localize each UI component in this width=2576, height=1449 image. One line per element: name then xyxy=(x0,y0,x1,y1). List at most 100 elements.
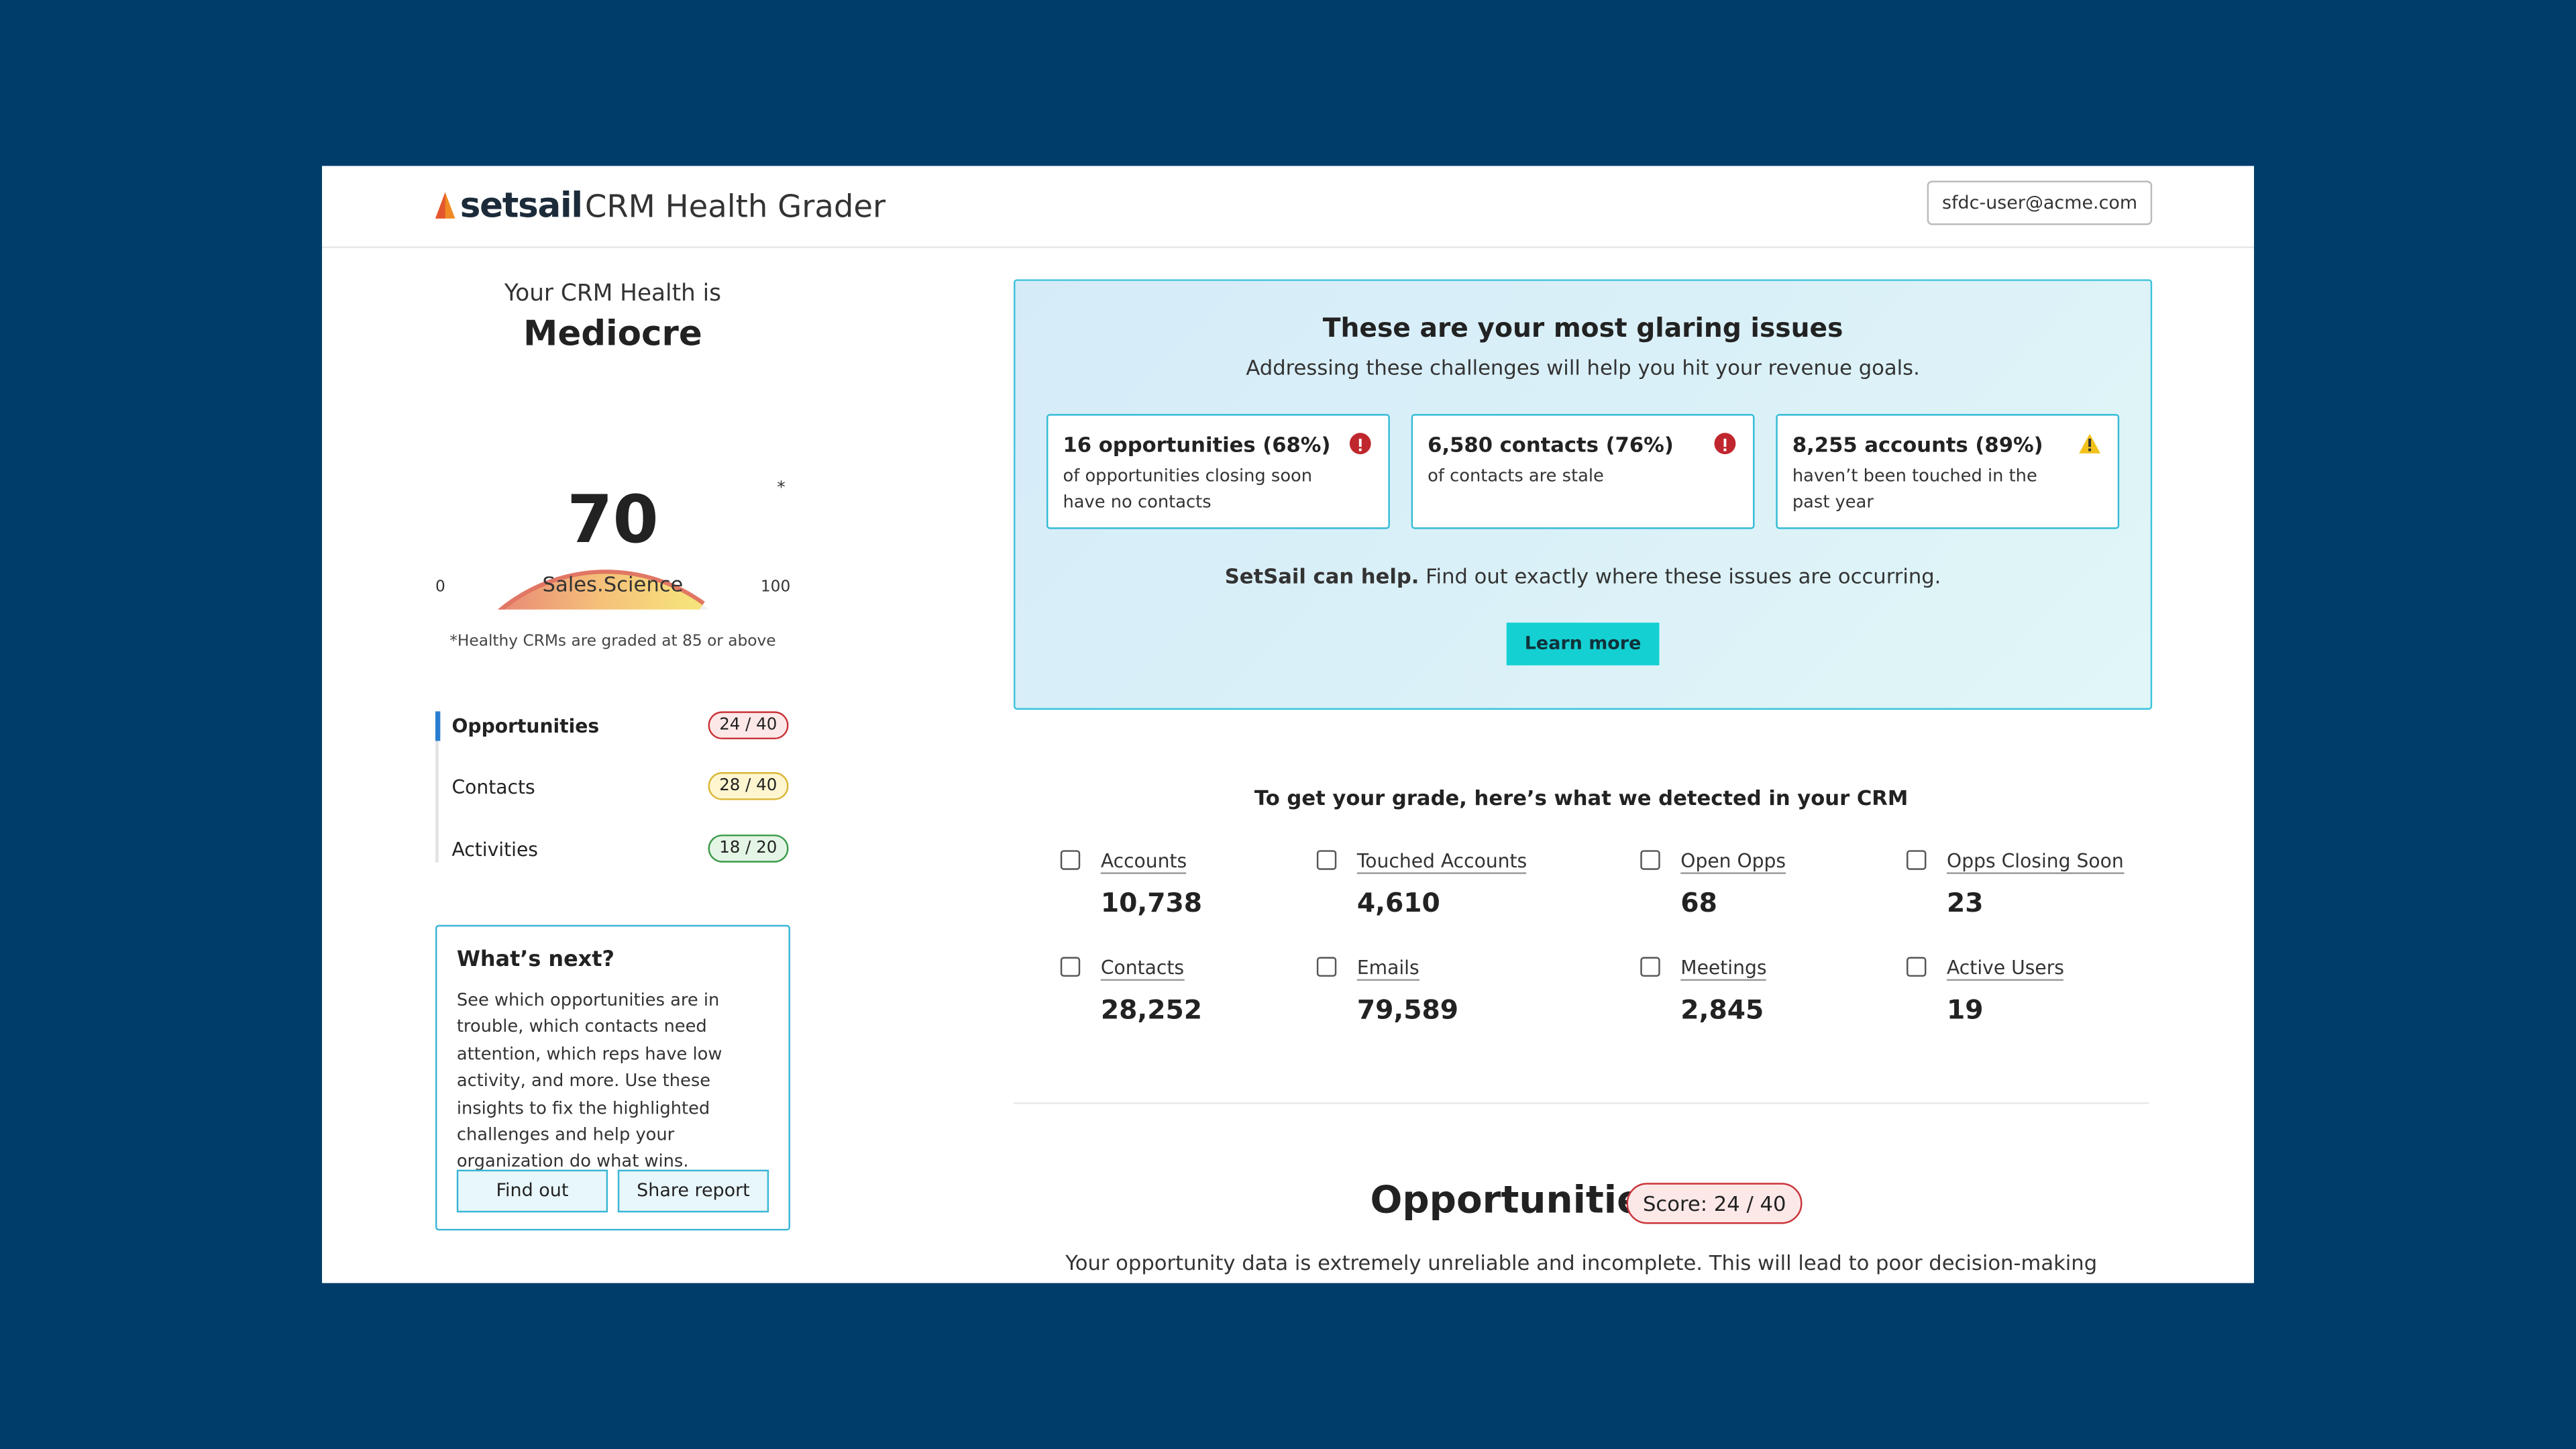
stat-label: Meetings xyxy=(1680,956,1767,981)
stat: Accounts 10,738 xyxy=(1060,848,1306,930)
stat: Active Users 19 xyxy=(1906,955,2152,1036)
divider xyxy=(1014,1102,2149,1104)
stat-icon xyxy=(1907,850,1927,870)
stat: Touched Accounts 4,610 xyxy=(1316,848,1562,930)
gauge-marker: * xyxy=(777,480,786,498)
issue-card: 6,580 contacts (76%) of contacts are stal… xyxy=(1411,414,1755,529)
issue-icon xyxy=(1349,433,1371,455)
stat-label: Active Users xyxy=(1947,956,2064,981)
help-bold: SetSail can help. xyxy=(1224,564,1419,588)
tab-label: Opportunities xyxy=(451,714,600,738)
icon-bang xyxy=(1358,438,1362,447)
stat: Contacts 28,252 xyxy=(1060,955,1306,1036)
stat-icon xyxy=(1640,957,1660,977)
find-out-button[interactable]: Find out xyxy=(456,1169,608,1213)
tab-score: 18 / 20 xyxy=(708,835,789,863)
tab[interactable]: Contacts 28 / 40 xyxy=(437,764,789,813)
issue-icon xyxy=(2079,433,2101,453)
stat-value: 68 xyxy=(1680,887,1717,918)
issue-headline: 8,255 accounts (89%) xyxy=(1792,432,2043,457)
section-score: Score: 24 / 40 xyxy=(1626,1183,1803,1224)
icon-dot xyxy=(2088,448,2092,451)
stat-value: 19 xyxy=(1947,994,1984,1026)
gauge-score: 70 xyxy=(567,483,659,559)
issue-card: 8,255 accounts (89%) haven’t been touched… xyxy=(1776,414,2120,529)
stat-value: 4,610 xyxy=(1356,887,1440,918)
header: setsail CRM Health Grader sfdc-user@acme… xyxy=(322,166,2255,248)
gauge-source: Sales.Science xyxy=(542,572,684,596)
share-report-button[interactable]: Share report xyxy=(617,1169,769,1213)
app-window: setsail CRM Health Grader sfdc-user@acme… xyxy=(322,166,2255,1283)
user-button[interactable]: sfdc-user@acme.com xyxy=(1927,180,2153,225)
logo-sail xyxy=(435,192,455,219)
gauge-min: 0 xyxy=(435,578,445,596)
stat-value: 2,845 xyxy=(1680,994,1764,1026)
tab[interactable]: Opportunities 24 / 40 xyxy=(437,703,789,752)
tab-score: 28 / 40 xyxy=(708,772,789,800)
health-note: *Healthy CRMs are graded at 85 or above xyxy=(449,632,776,651)
stat-label: Contacts xyxy=(1100,956,1185,981)
stat-label: Touched Accounts xyxy=(1356,849,1527,874)
stat-icon xyxy=(1907,957,1927,977)
health-intro: Your CRM Health is xyxy=(504,280,722,307)
issue-text: of opportunities closing soon have no co… xyxy=(1063,466,1313,513)
issues-subtitle: Addressing these challenges will help yo… xyxy=(1246,354,1920,380)
tab-rail xyxy=(435,711,439,863)
icon-bang xyxy=(1723,438,1727,447)
section-title: Opportunities xyxy=(1370,1179,1665,1223)
stat-icon xyxy=(1316,957,1337,977)
icon-shape xyxy=(1640,850,1660,870)
stat: Open Opps 68 xyxy=(1640,848,1886,930)
issue-text: of contacts are stale xyxy=(1428,466,1604,486)
stat-value: 79,589 xyxy=(1356,994,1459,1026)
icon-shape xyxy=(1060,850,1081,870)
stat-label: Accounts xyxy=(1100,849,1187,874)
issue-card: 16 opportunities (68%) of opportunities c… xyxy=(1046,414,1390,529)
stat: Opps Closing Soon 23 xyxy=(1906,848,2152,930)
tab-label: Activities xyxy=(451,837,538,861)
help-text: Find out exactly where these issues are … xyxy=(1426,564,1941,588)
issues-title: These are your most glaring issues xyxy=(1322,312,1843,343)
learn-more-button[interactable]: Learn more xyxy=(1506,623,1660,665)
stat-label: Open Opps xyxy=(1680,849,1786,874)
icon-shape xyxy=(1060,957,1081,977)
tab-label: Contacts xyxy=(451,775,535,799)
stat-icon xyxy=(1060,850,1081,870)
stat-icon xyxy=(1316,850,1337,870)
health-grade: Mediocre xyxy=(523,313,702,354)
issue-icon xyxy=(1714,433,1736,455)
issues-panel: These are your most glaring issues Addre… xyxy=(1014,279,2153,710)
next-text: See which opportunities are in trouble, … xyxy=(456,990,722,1173)
issue-text: haven’t been touched in the past year xyxy=(1792,466,2037,513)
icon-shape xyxy=(1316,957,1337,977)
icon-dot xyxy=(1358,448,1362,451)
gauge-fill xyxy=(503,573,703,610)
gauge xyxy=(497,570,709,610)
issue-headline: 16 opportunities (68%) xyxy=(1063,432,1331,457)
icon-shape xyxy=(1316,850,1337,870)
icon-dot xyxy=(1723,448,1727,451)
detected-title: To get your grade, here’s what we detect… xyxy=(1254,785,1909,810)
gauge-max: 100 xyxy=(760,578,791,596)
tab-score: 24 / 40 xyxy=(708,711,789,740)
stat: Emails 79,589 xyxy=(1316,955,1562,1036)
icon-bang xyxy=(2088,438,2092,447)
icon-shape xyxy=(1640,957,1660,977)
issue-headline: 6,580 contacts (76%) xyxy=(1428,432,1674,457)
tab-active xyxy=(435,711,441,741)
help-line: SetSail can help. Find out exactly where… xyxy=(1015,564,2150,588)
stat-icon xyxy=(1640,850,1660,870)
stat: Meetings 2,845 xyxy=(1640,955,1886,1036)
icon-shape xyxy=(1907,957,1927,977)
icon-shape xyxy=(1907,850,1927,870)
section-text: Your opportunity data is extremely unrel… xyxy=(1065,1250,2098,1275)
whats-next: What’s next? See which opportunities are… xyxy=(435,924,790,1231)
stat-label: Emails xyxy=(1356,956,1419,981)
stat-value: 10,738 xyxy=(1100,887,1203,918)
tab[interactable]: Activities 18 / 20 xyxy=(437,826,789,875)
app-title: CRM Health Grader xyxy=(584,189,886,225)
gauge-edge xyxy=(497,570,705,610)
stat-label: Opps Closing Soon xyxy=(1947,849,2124,874)
